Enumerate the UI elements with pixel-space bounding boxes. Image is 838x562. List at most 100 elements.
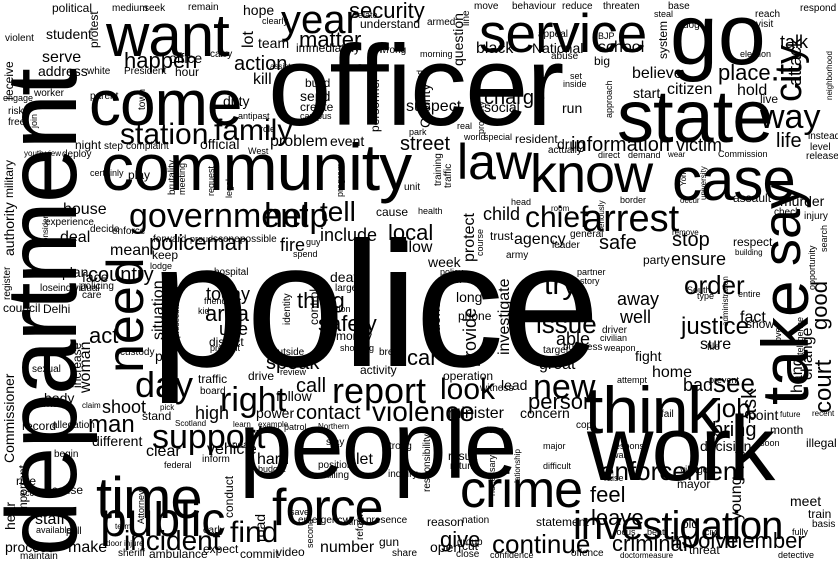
word-personnel: personnel xyxy=(368,79,382,132)
word-understand: understand xyxy=(360,17,421,31)
word-proud: proud xyxy=(190,234,214,244)
word-power: power xyxy=(256,405,295,421)
word-catch: catch xyxy=(440,275,462,285)
word-presence: presence xyxy=(366,515,408,526)
word-free: free xyxy=(8,117,26,128)
word-complaint: complaint xyxy=(126,141,169,152)
word-commissioner: Commissioner xyxy=(1,373,17,463)
word-involve: involve xyxy=(670,528,739,553)
word-enforce: enforce xyxy=(112,226,146,237)
word-feel: feel xyxy=(590,482,626,507)
word-statement: statement xyxy=(536,515,589,529)
word-important: important xyxy=(16,464,30,515)
word-sheriff: sheriff xyxy=(118,548,146,559)
word-legal: legal xyxy=(224,178,234,198)
word-section: section xyxy=(322,304,351,314)
word-staff: staff xyxy=(35,511,65,528)
word-park: park xyxy=(409,127,427,137)
word-lot: lot xyxy=(240,31,257,48)
word-think: think xyxy=(585,373,720,447)
word-lead: lead xyxy=(501,377,528,393)
word-example: example xyxy=(258,420,289,429)
word-fail: fail xyxy=(661,409,674,420)
word-remain: remain xyxy=(188,2,219,13)
word-recent: recent xyxy=(812,409,835,418)
word-kid: kid xyxy=(198,306,210,316)
word-check: check xyxy=(774,207,801,218)
word-fully: fully xyxy=(792,527,809,537)
word-day: day xyxy=(135,364,194,405)
word-long: long xyxy=(456,289,483,305)
word-pull: pull xyxy=(66,526,82,537)
word-information: information xyxy=(571,134,670,156)
word-course: course xyxy=(475,228,485,256)
word-role: role xyxy=(260,124,276,134)
word-justice: justice xyxy=(681,313,750,340)
word-continue: continue xyxy=(492,529,591,559)
word-friend: friend xyxy=(204,296,227,306)
word-video: video xyxy=(276,545,305,559)
word-move: move xyxy=(474,1,499,12)
word-cop: cop xyxy=(576,420,593,431)
word-stand: stand xyxy=(142,409,172,423)
word-wear: wear xyxy=(668,150,686,159)
word-relationship: relationship xyxy=(513,449,522,490)
word-actually: actually xyxy=(548,145,582,156)
word-system: system xyxy=(656,20,670,59)
word-nation: nation xyxy=(462,515,490,526)
word-emergency: emergency xyxy=(298,515,348,526)
word-reason: reason xyxy=(427,515,464,529)
word-social: social xyxy=(484,99,520,115)
word-decide: decide xyxy=(90,224,120,235)
word-wrong: wrong xyxy=(379,45,407,56)
word-weapon: weapon xyxy=(604,343,636,353)
word-victim: victim xyxy=(676,135,722,155)
word-crime: crime xyxy=(460,461,583,519)
word-federal: federal xyxy=(164,460,192,470)
word-chief: chief xyxy=(525,201,589,234)
word-release: release xyxy=(806,151,838,162)
word-policeman: policeman xyxy=(149,230,250,255)
word-early: early xyxy=(203,525,225,536)
word-operation: operation xyxy=(443,369,494,383)
word-budget: budget xyxy=(258,464,286,474)
word-care: care xyxy=(82,290,102,301)
word-pick: pick xyxy=(160,403,175,412)
word-level: level xyxy=(810,142,831,153)
word-record: record xyxy=(22,419,57,433)
word-clear: clear xyxy=(146,443,181,460)
word-entire: entire xyxy=(738,289,761,299)
word-arrest: arrest xyxy=(582,198,680,240)
word-conduct: conduct xyxy=(222,475,236,518)
word-mean: mean xyxy=(110,242,151,259)
word-address: address xyxy=(38,63,88,79)
word-civil: civil xyxy=(705,527,720,537)
word-save: save xyxy=(290,507,310,517)
word-road: road xyxy=(252,513,268,542)
word-point: point xyxy=(748,407,779,423)
word-parent: parent xyxy=(90,91,119,102)
word-policy: policy xyxy=(440,267,464,277)
word-death: death xyxy=(330,269,366,285)
word-agency: agency xyxy=(514,231,566,248)
word-share: share xyxy=(392,548,418,559)
word-station: station xyxy=(120,118,209,151)
word-child: child xyxy=(483,204,521,224)
word-evidence: evidence xyxy=(427,293,443,350)
word-thing: thing xyxy=(297,288,345,313)
word-student: student xyxy=(46,26,92,42)
word-lodge: lodge xyxy=(150,261,173,271)
word-violence: violence xyxy=(372,396,475,427)
word-black: black xyxy=(476,40,514,57)
word-custody: custody xyxy=(120,347,155,358)
word-able: able xyxy=(556,329,591,349)
word-member: member xyxy=(724,528,805,553)
word-send: send xyxy=(300,88,331,104)
word-case: case xyxy=(672,146,796,213)
word-event: event xyxy=(330,133,365,149)
word-new: new xyxy=(533,368,596,406)
word-large: large xyxy=(335,283,358,294)
word-unit: unit xyxy=(404,182,421,193)
word-use: use xyxy=(219,319,249,339)
word-respect: respect xyxy=(733,235,773,249)
